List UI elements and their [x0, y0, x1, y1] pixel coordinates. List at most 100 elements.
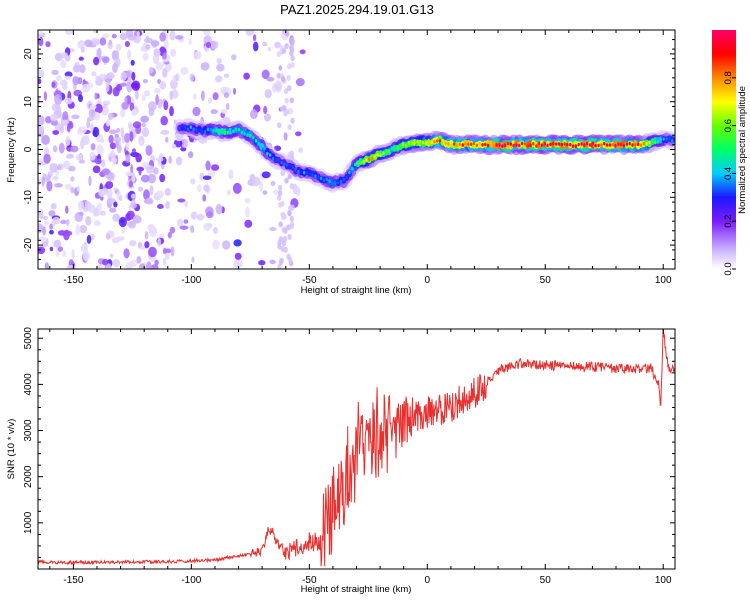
- ridge-cell: [614, 144, 617, 148]
- noise-blob: [144, 241, 150, 249]
- noise-blob: [128, 180, 133, 188]
- noise-blob: [282, 105, 287, 112]
- noise-blob: [135, 153, 142, 163]
- noise-blob: [283, 247, 288, 253]
- ridge-cell: [203, 129, 207, 134]
- noise-blob: [283, 110, 288, 117]
- noise-blob: [78, 94, 83, 103]
- noise-blob: [210, 40, 219, 50]
- ridge-cell: [201, 128, 204, 133]
- noise-blob: [270, 180, 276, 186]
- noise-blob: [92, 208, 99, 217]
- snr-x-tick-label: -100: [181, 575, 201, 586]
- noise-blob: [64, 30, 74, 35]
- ridge-cell: [240, 130, 243, 135]
- ridge-cell: [617, 142, 620, 146]
- noise-blob: [38, 96, 41, 105]
- noise-blob: [64, 75, 72, 80]
- noise-blob: [123, 248, 130, 259]
- noise-blob: [263, 113, 272, 122]
- noise-blob: [220, 108, 228, 114]
- ridge-cell: [353, 162, 357, 167]
- ridge-cell: [325, 177, 328, 181]
- ridge-cell: [586, 141, 589, 146]
- colorbar-tick-label: 0.8: [723, 71, 734, 84]
- noise-blob: [38, 178, 41, 186]
- ridge-cell: [506, 141, 510, 146]
- ridge-cell: [223, 130, 227, 135]
- noise-blob: [89, 151, 96, 161]
- noise-blob: [140, 115, 149, 123]
- noise-blob: [277, 184, 283, 191]
- ridge-cell: [486, 143, 490, 148]
- noise-blob: [176, 218, 184, 227]
- noise-blob: [86, 120, 91, 129]
- noise-blob: [88, 109, 96, 118]
- noise-blob: [148, 107, 155, 117]
- noise-blob: [162, 68, 168, 78]
- noise-blob: [66, 153, 74, 159]
- noise-blob: [278, 65, 282, 71]
- snr-x-tick-label: 100: [655, 575, 672, 586]
- noise-blob: [280, 200, 285, 207]
- noise-blob: [272, 189, 279, 195]
- noise-blob: [71, 114, 80, 120]
- noise-blob: [94, 92, 98, 100]
- noise-blob: [91, 71, 97, 77]
- noise-blob: [183, 219, 189, 224]
- noise-blob: [215, 203, 223, 215]
- noise-blob: [106, 72, 115, 80]
- noise-blob: [70, 145, 79, 153]
- noise-blob: [277, 122, 282, 129]
- noise-blob: [269, 259, 276, 265]
- ridge-cell: [186, 127, 190, 132]
- ridge-cell: [413, 141, 416, 146]
- noise-blob: [190, 225, 195, 234]
- noise-blob: [278, 236, 283, 243]
- ridge-cell: [260, 144, 263, 148]
- noise-blob: [102, 33, 110, 39]
- ridge-cell: [249, 133, 252, 138]
- ridge-cell: [642, 141, 646, 146]
- noise-blob: [205, 160, 211, 171]
- noise-blob: [233, 259, 242, 269]
- noise-blob: [99, 210, 106, 216]
- noise-blob: [243, 72, 250, 80]
- ridge-cell: [178, 126, 181, 131]
- noise-blob: [60, 219, 67, 225]
- ridge-cell: [351, 167, 354, 171]
- noise-blob: [203, 223, 212, 231]
- ridge-cell: [608, 143, 612, 147]
- noise-blob: [278, 259, 284, 266]
- noise-blob: [208, 169, 216, 178]
- noise-blob: [289, 150, 294, 157]
- noise-blob: [177, 198, 186, 203]
- noise-blob: [93, 56, 100, 66]
- noise-blob: [191, 256, 195, 263]
- noise-blob: [57, 246, 64, 252]
- noise-blob: [159, 32, 166, 42]
- noise-blob: [101, 168, 110, 175]
- noise-blob: [157, 204, 164, 209]
- ridge-cell: [243, 132, 246, 136]
- noise-blob: [114, 133, 119, 138]
- noise-blob: [150, 40, 160, 47]
- noise-blob: [222, 240, 231, 250]
- noise-blob: [223, 73, 230, 78]
- noise-blob: [66, 124, 71, 133]
- noise-blob: [153, 49, 161, 57]
- noise-blob: [53, 239, 62, 248]
- noise-blob: [244, 206, 250, 218]
- noise-blob: [162, 257, 167, 266]
- noise-blob: [245, 30, 255, 36]
- noise-blob: [106, 197, 116, 204]
- noise-blob: [91, 38, 100, 44]
- ridge-cell: [668, 136, 671, 141]
- noise-blob: [154, 87, 161, 94]
- noise-blob: [126, 210, 135, 220]
- noise-blob: [163, 100, 169, 111]
- noise-blob: [115, 49, 119, 61]
- noise-blob: [289, 97, 294, 104]
- ridge-cell: [373, 154, 377, 159]
- noise-blob: [189, 73, 195, 82]
